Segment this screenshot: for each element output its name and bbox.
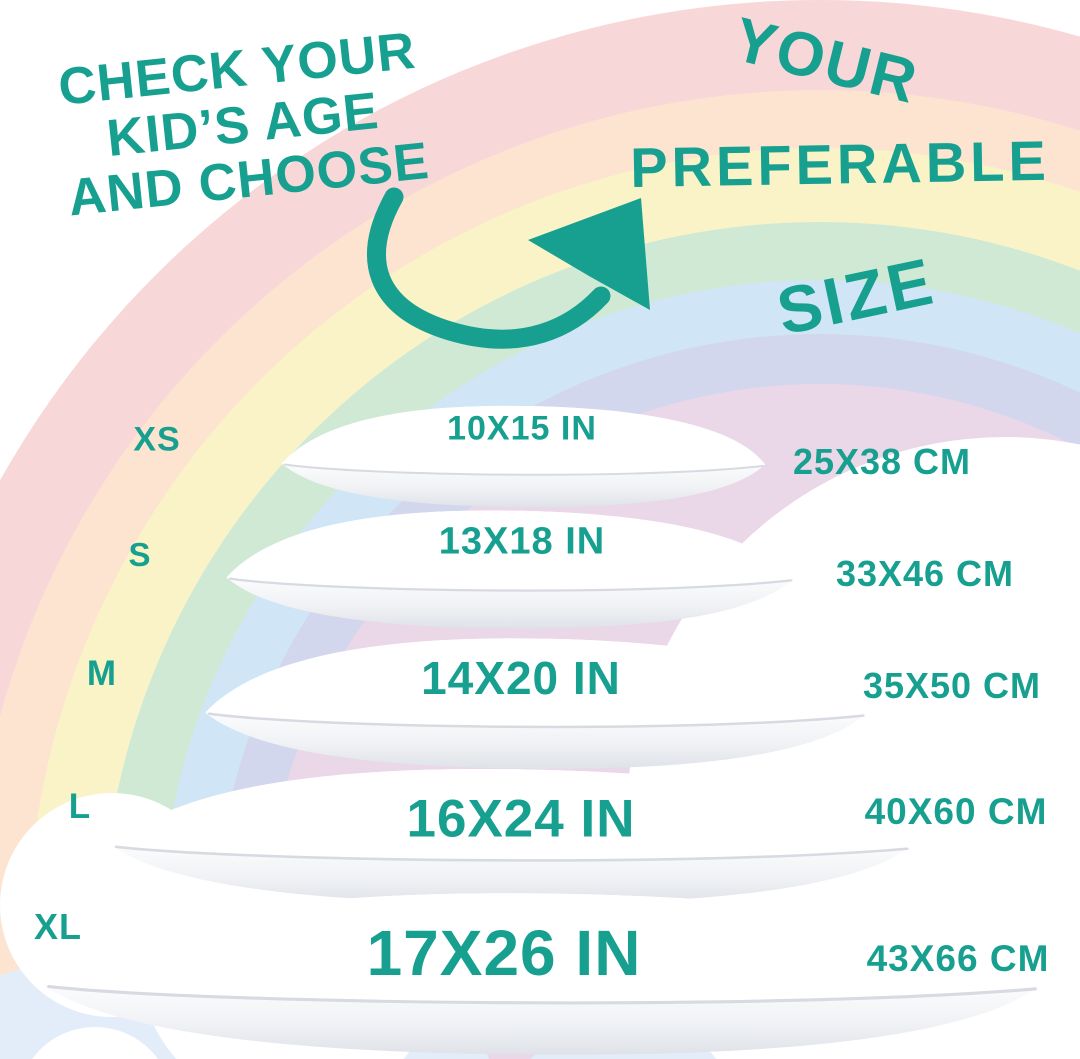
size-label-xs: XS — [133, 420, 181, 459]
size-label-xl: XL — [33, 906, 83, 947]
cloud-white-left3 — [32, 1027, 158, 1059]
size-label-s: S — [128, 536, 152, 573]
inches-label-s: 13X18 IN — [438, 520, 606, 563]
inches-label-m: 14X20 IN — [421, 652, 621, 704]
headline-right-preferable: PREFERABLE — [629, 128, 1051, 200]
inches-label-xl: 17X26 IN — [366, 917, 642, 989]
cm-label-xs: 25X38 CM — [792, 441, 972, 482]
cm-label-s: 33X46 CM — [835, 553, 1015, 594]
inches-label-l: 16X24 IN — [406, 789, 636, 849]
curved-arrow-icon — [367, 187, 650, 349]
cm-label-xl: 43X66 CM — [866, 938, 1050, 979]
size-label-m: M — [86, 654, 118, 693]
inches-label-xs: 10X15 IN — [447, 409, 597, 448]
size-label-l: L — [68, 787, 92, 826]
cm-label-m: 35X50 CM — [862, 665, 1042, 706]
cm-label-l: 40X60 CM — [864, 791, 1048, 832]
